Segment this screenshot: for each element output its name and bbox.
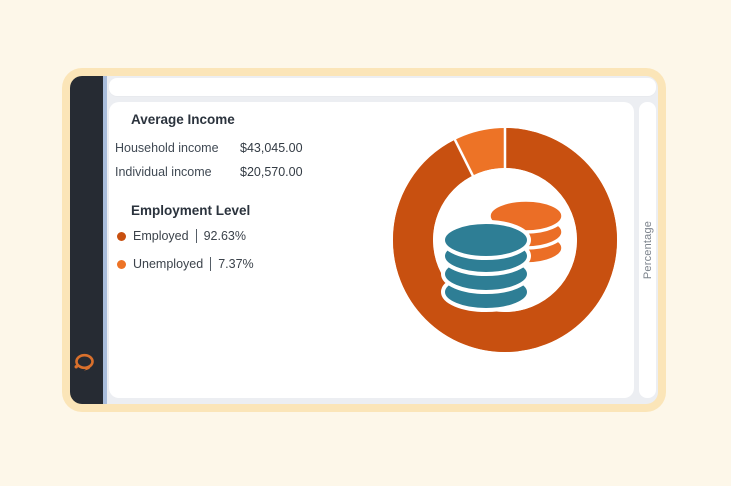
sidebar-accent-line [103,76,107,404]
employment-section-title: Employment Level [131,203,251,218]
income-value: $43,045.00 [240,141,303,155]
income-row-individual: Individual income $20,570.00 [115,164,340,180]
legend-separator [195,229,197,243]
income-label: Individual income [115,165,212,179]
legend-label: Unemployed [133,257,204,271]
income-value: $20,570.00 [240,165,303,179]
legend-value: 7.37% [218,257,254,271]
coins-icon [441,198,565,312]
income-row-household: Household income $43,045.00 [115,140,340,156]
legend-value: 92.63% [203,229,246,243]
chat-bubble-logo-icon[interactable] [71,350,97,376]
legend-label: Employed [133,229,189,243]
legend-item-employed[interactable]: Employed 92.63% [117,228,340,244]
legend-dot [117,231,126,241]
percentage-axis-label: Percentage [641,220,654,280]
top-strip-panel [109,78,656,96]
legend-item-unemployed[interactable]: Unemployed 7.37% [117,256,340,272]
dashboard-card: Average Income Household income $43,045.… [62,68,666,412]
legend-dot [117,259,126,269]
content-area: Average Income Household income $43,045.… [107,76,658,404]
income-label: Household income [115,141,219,155]
employment-donut-chart [387,122,623,358]
sidebar [70,76,103,404]
income-section-title: Average Income [131,112,235,127]
stats-chart-panel: Average Income Household income $43,045.… [109,102,634,398]
legend-separator [210,257,212,271]
info-block: Average Income Household income $43,045.… [115,112,340,284]
right-axis-panel: Percentage [639,102,656,398]
